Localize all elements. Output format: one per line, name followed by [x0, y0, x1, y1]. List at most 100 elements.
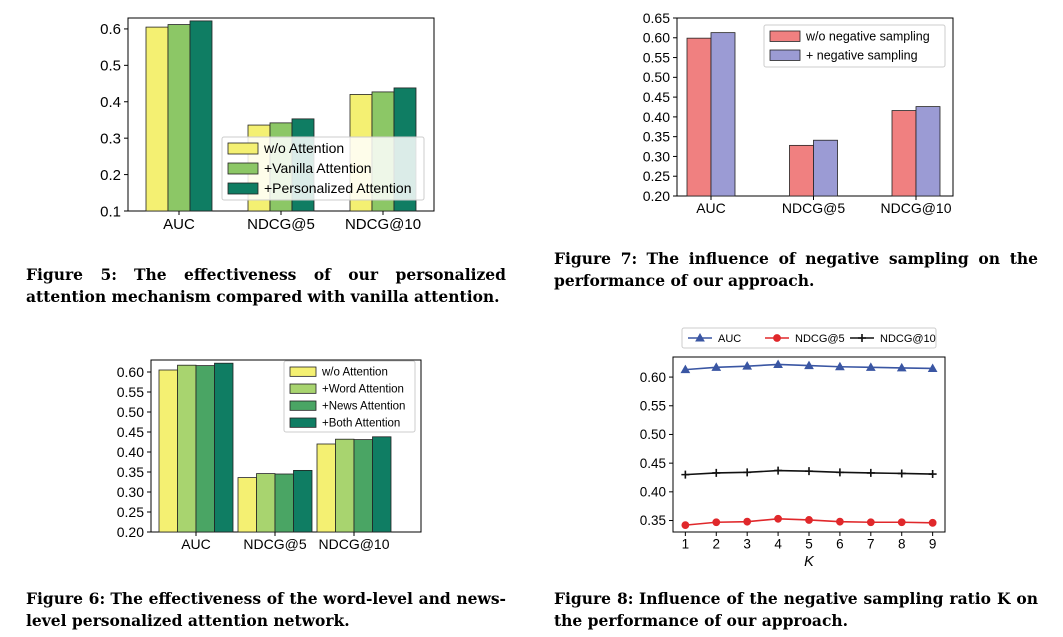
- y-tick-label: 0.40: [643, 109, 670, 125]
- x-tick-label: 3: [743, 537, 751, 552]
- y-tick-label: 0.4: [100, 94, 121, 111]
- y-tick-label: 0.5: [100, 58, 121, 75]
- y-tick-label: 0.45: [640, 456, 666, 471]
- legend-box: [221, 136, 425, 201]
- figure-5-caption: Figure 5: The effectiveness of our perso…: [26, 264, 506, 308]
- y-tick-label: 0.20: [643, 188, 670, 204]
- data-point: [805, 467, 813, 476]
- figure-8-caption: Figure 8: Influence of the negative samp…: [554, 588, 1038, 632]
- legend-label: NDCG@10: [880, 333, 936, 345]
- x-tick-label: NDCG@10: [880, 200, 951, 216]
- data-point: [774, 514, 782, 523]
- data-point: [927, 363, 938, 372]
- legend-label: AUC: [718, 333, 741, 345]
- x-tick-label: NDCG@5: [243, 536, 306, 552]
- y-tick-label: 0.50: [640, 427, 666, 442]
- y-tick-label: 0.45: [643, 89, 670, 105]
- legend-swatch: [227, 142, 259, 155]
- data-point: [695, 332, 705, 342]
- x-tick-label: 8: [898, 537, 906, 552]
- x-tick-label: 7: [867, 537, 875, 552]
- figure-5-caption-lead: Figure 5:: [26, 265, 117, 284]
- y-tick-label: 0.65: [643, 10, 670, 26]
- data-point: [928, 470, 937, 479]
- legend-swatch: [289, 417, 317, 428]
- data-point: [773, 334, 781, 342]
- x-tick-label: NDCG@5: [782, 200, 845, 216]
- data-point: [712, 468, 721, 477]
- figure-7-caption-text: The influence of negative sampling on th…: [554, 249, 1038, 290]
- bar: [293, 469, 313, 533]
- y-tick-label: 0.60: [643, 30, 670, 46]
- figure-7-caption-lead: Figure 7:: [554, 249, 638, 268]
- data-point: [865, 362, 876, 371]
- y-tick-label: 0.35: [640, 513, 666, 528]
- legend-label: w/o Attention: [263, 140, 344, 156]
- legend-swatch: [289, 400, 317, 411]
- data-point: [858, 334, 866, 342]
- data-point: [681, 521, 690, 530]
- data-point: [681, 470, 690, 479]
- y-tick-label: 0.6: [100, 21, 121, 38]
- legend-label: +News Attention: [322, 401, 405, 413]
- data-point: [866, 468, 875, 477]
- x-tick-label: 4: [774, 537, 782, 552]
- y-tick-label: 0.3: [100, 130, 121, 147]
- y-tick-label: 0.1: [100, 203, 121, 220]
- y-tick-label: 0.35: [643, 129, 670, 145]
- y-tick-label: 0.20: [117, 524, 144, 540]
- data-point: [897, 518, 906, 527]
- data-point: [928, 518, 937, 527]
- data-point: [804, 360, 814, 370]
- figure-5-caption-text: The effectiveness of our personalized at…: [26, 265, 506, 306]
- legend-swatch: [289, 366, 317, 377]
- bar: [915, 106, 941, 197]
- legend-box: [763, 24, 946, 68]
- bar: [372, 436, 392, 533]
- y-tick-label: 0.60: [117, 364, 144, 380]
- y-tick-label: 0.55: [643, 49, 670, 65]
- data-point: [742, 361, 753, 370]
- y-tick-label: 0.55: [117, 384, 144, 400]
- y-tick-label: 0.50: [117, 404, 144, 420]
- axes-frame: [672, 356, 946, 533]
- data-point: [743, 468, 752, 477]
- x-tick-label: AUC: [696, 200, 726, 216]
- figure-8-caption-text: Influence of the negative sampling ratio…: [554, 589, 1038, 630]
- x-tick-label: AUC: [181, 536, 211, 552]
- legend-label: +Word Attention: [322, 384, 404, 396]
- y-tick-label: 0.60: [640, 370, 666, 385]
- figure-8-caption-lead: Figure 8:: [554, 589, 634, 608]
- data-point: [773, 359, 783, 368]
- bar: [686, 37, 712, 197]
- legend-label: w/o Attention: [321, 367, 388, 379]
- x-tick-label: 9: [929, 537, 937, 552]
- figure-6-caption-lead: Figure 6:: [26, 589, 106, 608]
- bar: [813, 139, 838, 197]
- y-tick-label: 0.25: [643, 168, 670, 184]
- legend-swatch: [769, 49, 801, 61]
- data-point: [711, 362, 722, 371]
- y-tick-label: 0.45: [117, 424, 144, 440]
- x-axis-label: K: [804, 554, 815, 570]
- y-tick-label: 0.50: [643, 69, 670, 85]
- legend-label: NDCG@5: [795, 333, 845, 345]
- x-tick-label: 2: [713, 537, 721, 552]
- bar: [214, 362, 234, 533]
- legend-box: [283, 360, 416, 433]
- data-point: [680, 364, 691, 374]
- y-tick-label: 0.25: [117, 504, 144, 520]
- legend-swatch: [227, 162, 259, 175]
- legend-swatch: [227, 182, 259, 195]
- x-tick-label: NDCG@10: [318, 536, 389, 552]
- data-point: [835, 468, 844, 477]
- figure-7-caption: Figure 7: The influence of negative samp…: [554, 248, 1038, 292]
- y-tick-label: 0.55: [640, 398, 666, 413]
- data-point: [743, 517, 752, 526]
- legend-swatch: [769, 30, 801, 42]
- data-point: [835, 361, 845, 371]
- bar: [710, 32, 736, 197]
